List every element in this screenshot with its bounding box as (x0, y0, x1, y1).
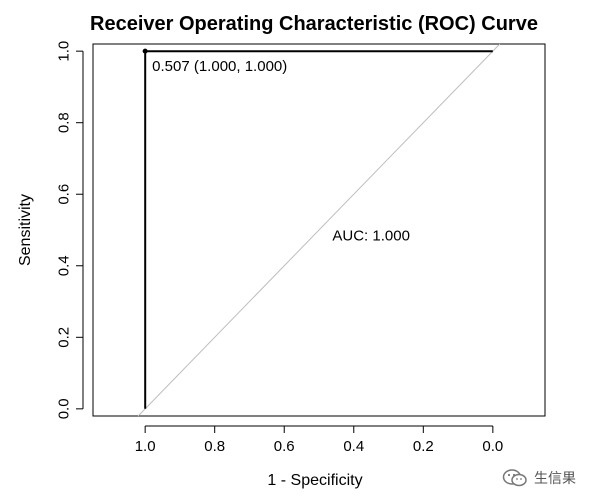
x-tick-label: 0.4 (343, 438, 364, 455)
watermark-text: 生信果 (534, 470, 576, 486)
reference-line-layer (137, 43, 501, 417)
watermark: 生信果 (502, 468, 576, 488)
auc-label: AUC: 1.000 (332, 228, 410, 245)
plot-area-border (92, 43, 546, 417)
y-axis: 0.0 0.2 0.4 0.6 0.8 1.0 (56, 41, 84, 419)
y-tick-label: 0.6 (56, 184, 73, 205)
wechat-icon (502, 469, 527, 487)
x-axis: 1.0 0.8 0.6 0.4 0.2 0.0 (135, 425, 503, 455)
y-axis-label: Sensitivity (17, 194, 34, 266)
x-tick-label: 0.6 (274, 438, 295, 455)
chart-title: Receiver Operating Characteristic (ROC) … (90, 13, 538, 35)
y-tick-label: 0.0 (56, 398, 73, 419)
y-tick-label: 0.8 (56, 112, 73, 133)
x-axis-label: 1 - Specificity (267, 472, 362, 489)
series-layer (142, 48, 493, 409)
y-tick-label: 1.0 (56, 41, 73, 62)
x-tick-label: 0.8 (204, 438, 225, 455)
y-tick-label: 0.4 (56, 255, 73, 276)
x-tick-label: 0.2 (413, 438, 434, 455)
threshold-label: 0.507 (1.000, 1.000) (152, 58, 287, 75)
reference-diagonal-line (137, 43, 501, 417)
x-tick-label: 0.0 (482, 438, 503, 455)
threshold-point (142, 48, 148, 54)
y-tick-label: 0.2 (56, 327, 73, 348)
x-tick-label: 1.0 (135, 438, 156, 455)
